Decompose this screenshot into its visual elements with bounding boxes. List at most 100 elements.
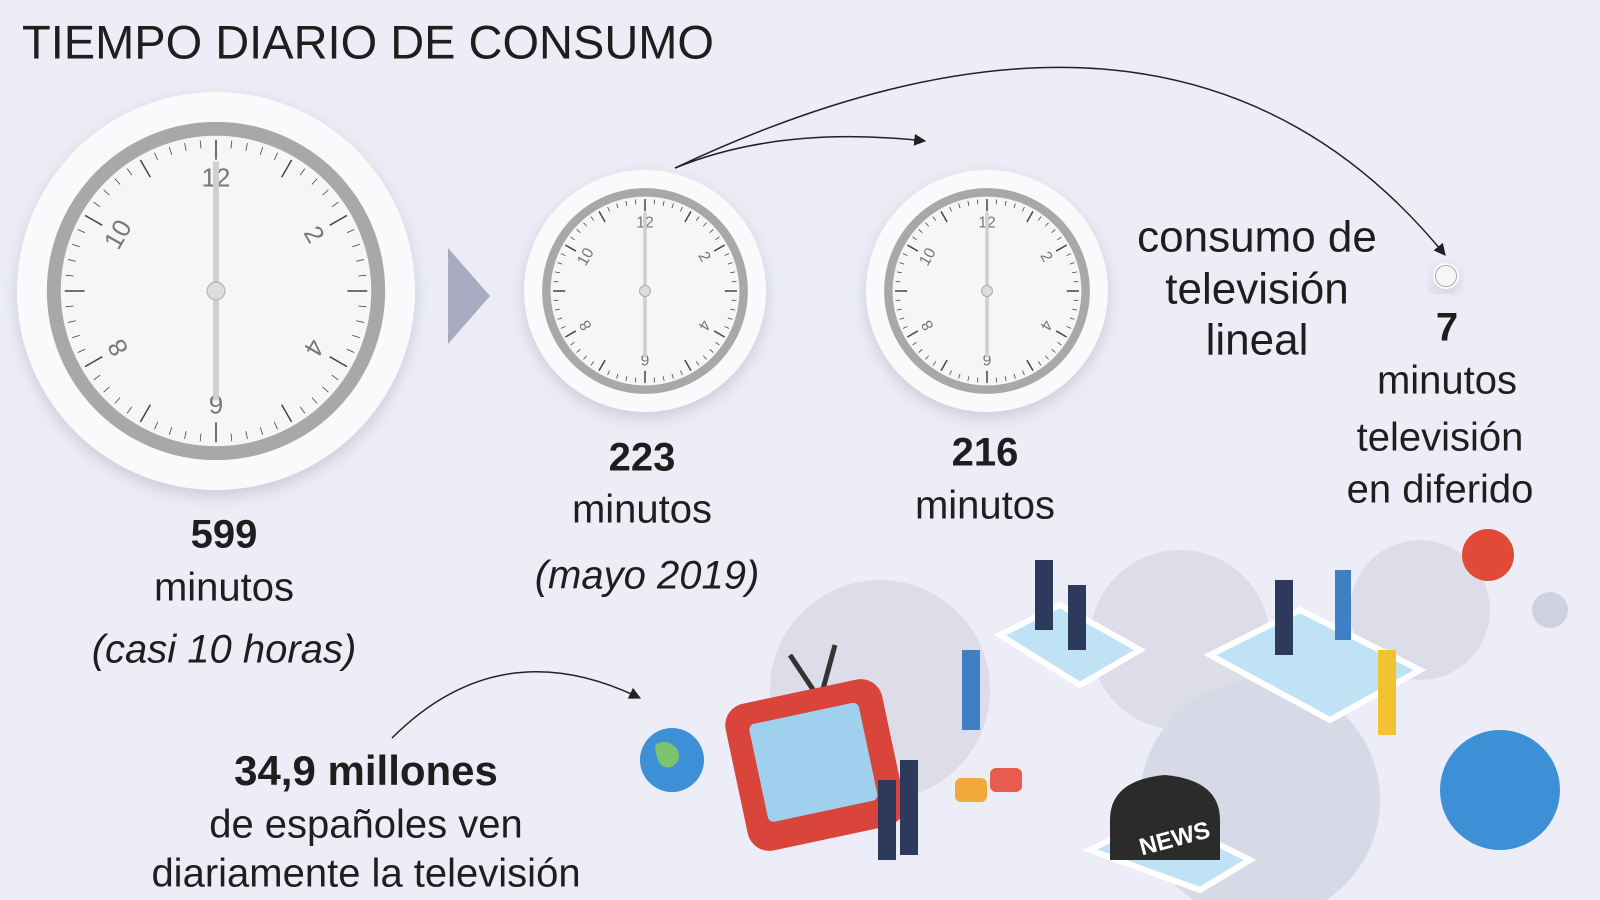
clock-tick: [331, 374, 339, 381]
clock-tick: [598, 359, 606, 372]
clock-tick: [1037, 216, 1042, 221]
chat-icon: [990, 768, 1022, 792]
clock-tick: [77, 229, 86, 234]
clock-tick: [958, 203, 961, 209]
clock-tick: [199, 433, 202, 442]
clock-tick: [583, 222, 588, 227]
clock-tick: [713, 244, 726, 252]
deco-circle: [1350, 540, 1490, 680]
clock-tick: [230, 140, 233, 149]
clock-tick: [329, 356, 348, 368]
clock-tick: [1073, 299, 1079, 302]
clock-tick: [126, 168, 133, 176]
chat-icon: [955, 778, 987, 802]
clock-tick: [72, 243, 80, 248]
clock-tick: [967, 376, 970, 382]
clock-tick: [906, 330, 919, 338]
clock-tick: [653, 199, 656, 205]
clock-tick: [1066, 253, 1072, 256]
clock-tick: [695, 216, 700, 221]
clock-tick: [65, 305, 74, 308]
clock-tick: [67, 320, 76, 323]
clock-tick: [702, 355, 707, 360]
clock-tick: [560, 326, 566, 329]
clock-tick: [899, 262, 905, 265]
clock-tick: [259, 147, 264, 155]
clock: 12246810: [866, 170, 1108, 412]
clock-tick: [1069, 262, 1075, 265]
deco-circle: [1532, 592, 1568, 628]
news-desk: [1110, 775, 1220, 860]
clock-tick: [634, 199, 637, 205]
deco-circle: [1090, 550, 1270, 730]
clock-tick: [245, 142, 248, 151]
clock-tick: [1057, 341, 1062, 346]
clock-tick: [684, 359, 692, 372]
clock-tick: [322, 189, 329, 196]
clock-tick: [616, 203, 619, 209]
clock-tick: [1022, 370, 1025, 376]
clock-tick: [352, 243, 360, 248]
clock-tick: [949, 206, 952, 212]
label-line: minutos: [1377, 359, 1517, 403]
clock: [1433, 263, 1459, 289]
clock: 12246810: [524, 170, 766, 412]
clock-tick: [918, 229, 923, 234]
clock-tick: [1051, 348, 1056, 353]
clock-tick: [1026, 359, 1034, 372]
label-line: televisión: [1357, 416, 1524, 460]
clock-tick: [896, 308, 902, 311]
clock-tick: [730, 271, 736, 274]
unit: minutos: [154, 566, 294, 610]
clock-tick: [1055, 330, 1068, 338]
clock-tick: [329, 214, 348, 226]
value: 7: [1436, 306, 1458, 350]
clock-tick: [103, 189, 110, 196]
tv: [725, 644, 905, 851]
clock-tick: [553, 280, 559, 283]
clock-tick: [281, 159, 293, 178]
clock-tick: [168, 427, 173, 435]
clock-tick: [72, 334, 80, 339]
clock-tick: [940, 210, 948, 223]
clock-tick: [564, 244, 577, 252]
clock-tick: [949, 370, 952, 376]
clock-tick: [273, 421, 278, 430]
clock-tick: [1057, 236, 1062, 241]
clock-tick: [299, 168, 306, 176]
clock-tick: [1055, 244, 1068, 252]
clock: 12246810: [17, 92, 415, 490]
unit: minutos: [572, 488, 712, 532]
arrow: [674, 66, 1446, 256]
clock-tick: [576, 229, 581, 234]
clock-tick: [1013, 373, 1016, 379]
clock-tick: [899, 317, 905, 320]
clock-tick: [570, 341, 575, 346]
illustration: NEWS: [640, 529, 1568, 900]
clock-tick: [653, 377, 656, 383]
clock-tick: [281, 404, 293, 423]
clock-numeral: 10: [574, 245, 598, 269]
arrow: [391, 670, 642, 739]
clock-tick: [230, 433, 233, 442]
clock-tick: [557, 317, 563, 320]
clock-tick: [590, 361, 595, 366]
clock-tick: [727, 262, 733, 265]
clock-tick: [896, 271, 902, 274]
clock-tick: [352, 334, 360, 339]
clock-tick: [671, 373, 674, 379]
clock-tick: [168, 147, 173, 155]
globe: [1440, 730, 1560, 850]
clock-tick: [560, 253, 566, 256]
clock-tick: [322, 386, 329, 393]
clock-tick: [65, 274, 74, 277]
clock-tick: [724, 326, 730, 329]
clock-tick: [358, 274, 367, 277]
clock-tick: [77, 348, 86, 353]
clock-tick: [976, 199, 979, 205]
clock-tick: [93, 201, 101, 208]
clock-tick: [311, 397, 318, 404]
clock-tick: [598, 210, 606, 223]
clock-tick: [967, 200, 970, 206]
clock-tick: [724, 253, 730, 256]
